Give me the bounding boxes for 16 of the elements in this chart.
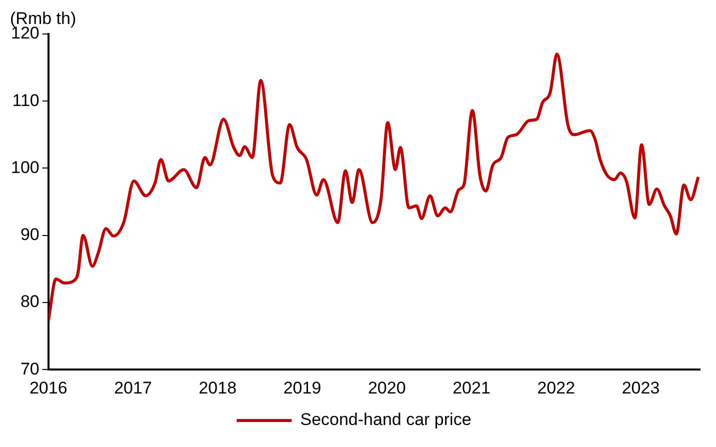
x-tick-label: 2019 — [283, 378, 322, 398]
y-tick-label: 110 — [12, 90, 40, 110]
x-tick-label: 2022 — [537, 378, 576, 398]
x-tick-label: 2020 — [368, 378, 406, 398]
x-tick-label: 2021 — [452, 378, 490, 398]
x-tick-label: 2017 — [114, 378, 152, 398]
line-series — [48, 52, 700, 322]
x-tick-label: 2018 — [198, 378, 237, 398]
y-tick-label: 80 — [20, 292, 40, 312]
legend-label: Second-hand car price — [300, 410, 472, 430]
x-tick-label: 2023 — [622, 378, 660, 398]
x-tick-label: 2016 — [29, 378, 68, 398]
y-tick-label: 70 — [20, 359, 40, 378]
y-axis-title: (Rmb th) — [10, 9, 76, 28]
y-tick-label: 90 — [20, 225, 40, 244]
y-tick-label: 100 — [10, 158, 40, 177]
